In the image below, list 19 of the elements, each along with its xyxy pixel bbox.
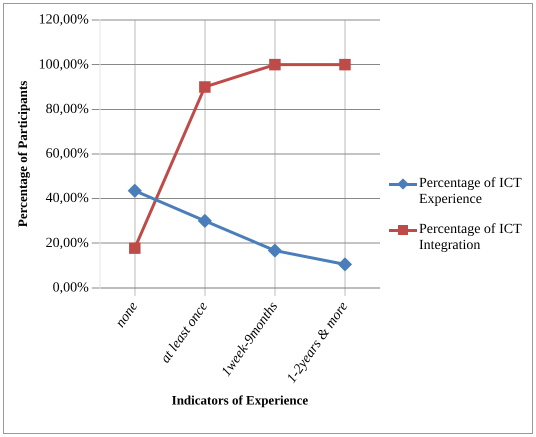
y-tick-label: 100,00%	[38, 57, 90, 72]
point	[338, 258, 352, 271]
point	[199, 81, 211, 93]
legend-label: Percentage of ICT Experience	[419, 176, 522, 208]
point	[269, 58, 281, 70]
point	[129, 242, 141, 254]
y-tick-label: 60,00%	[46, 146, 90, 162]
y-tick-label: 120,00%	[38, 12, 90, 28]
y-axis-title: Percentage of Participants	[15, 80, 30, 228]
y-tick-label: 40,00%	[46, 191, 90, 206]
y-tick-label: 0,00%	[52, 280, 90, 296]
point	[268, 244, 282, 258]
y-tick-label: 20,00%	[46, 236, 90, 251]
y-tick-label: 80,00%	[46, 102, 90, 117]
legend-label: Percentage of ICT Integration	[419, 222, 522, 254]
point	[198, 214, 212, 228]
point	[128, 184, 142, 198]
x-axis-title: Indicators of Experience	[172, 392, 308, 408]
point	[339, 58, 351, 70]
